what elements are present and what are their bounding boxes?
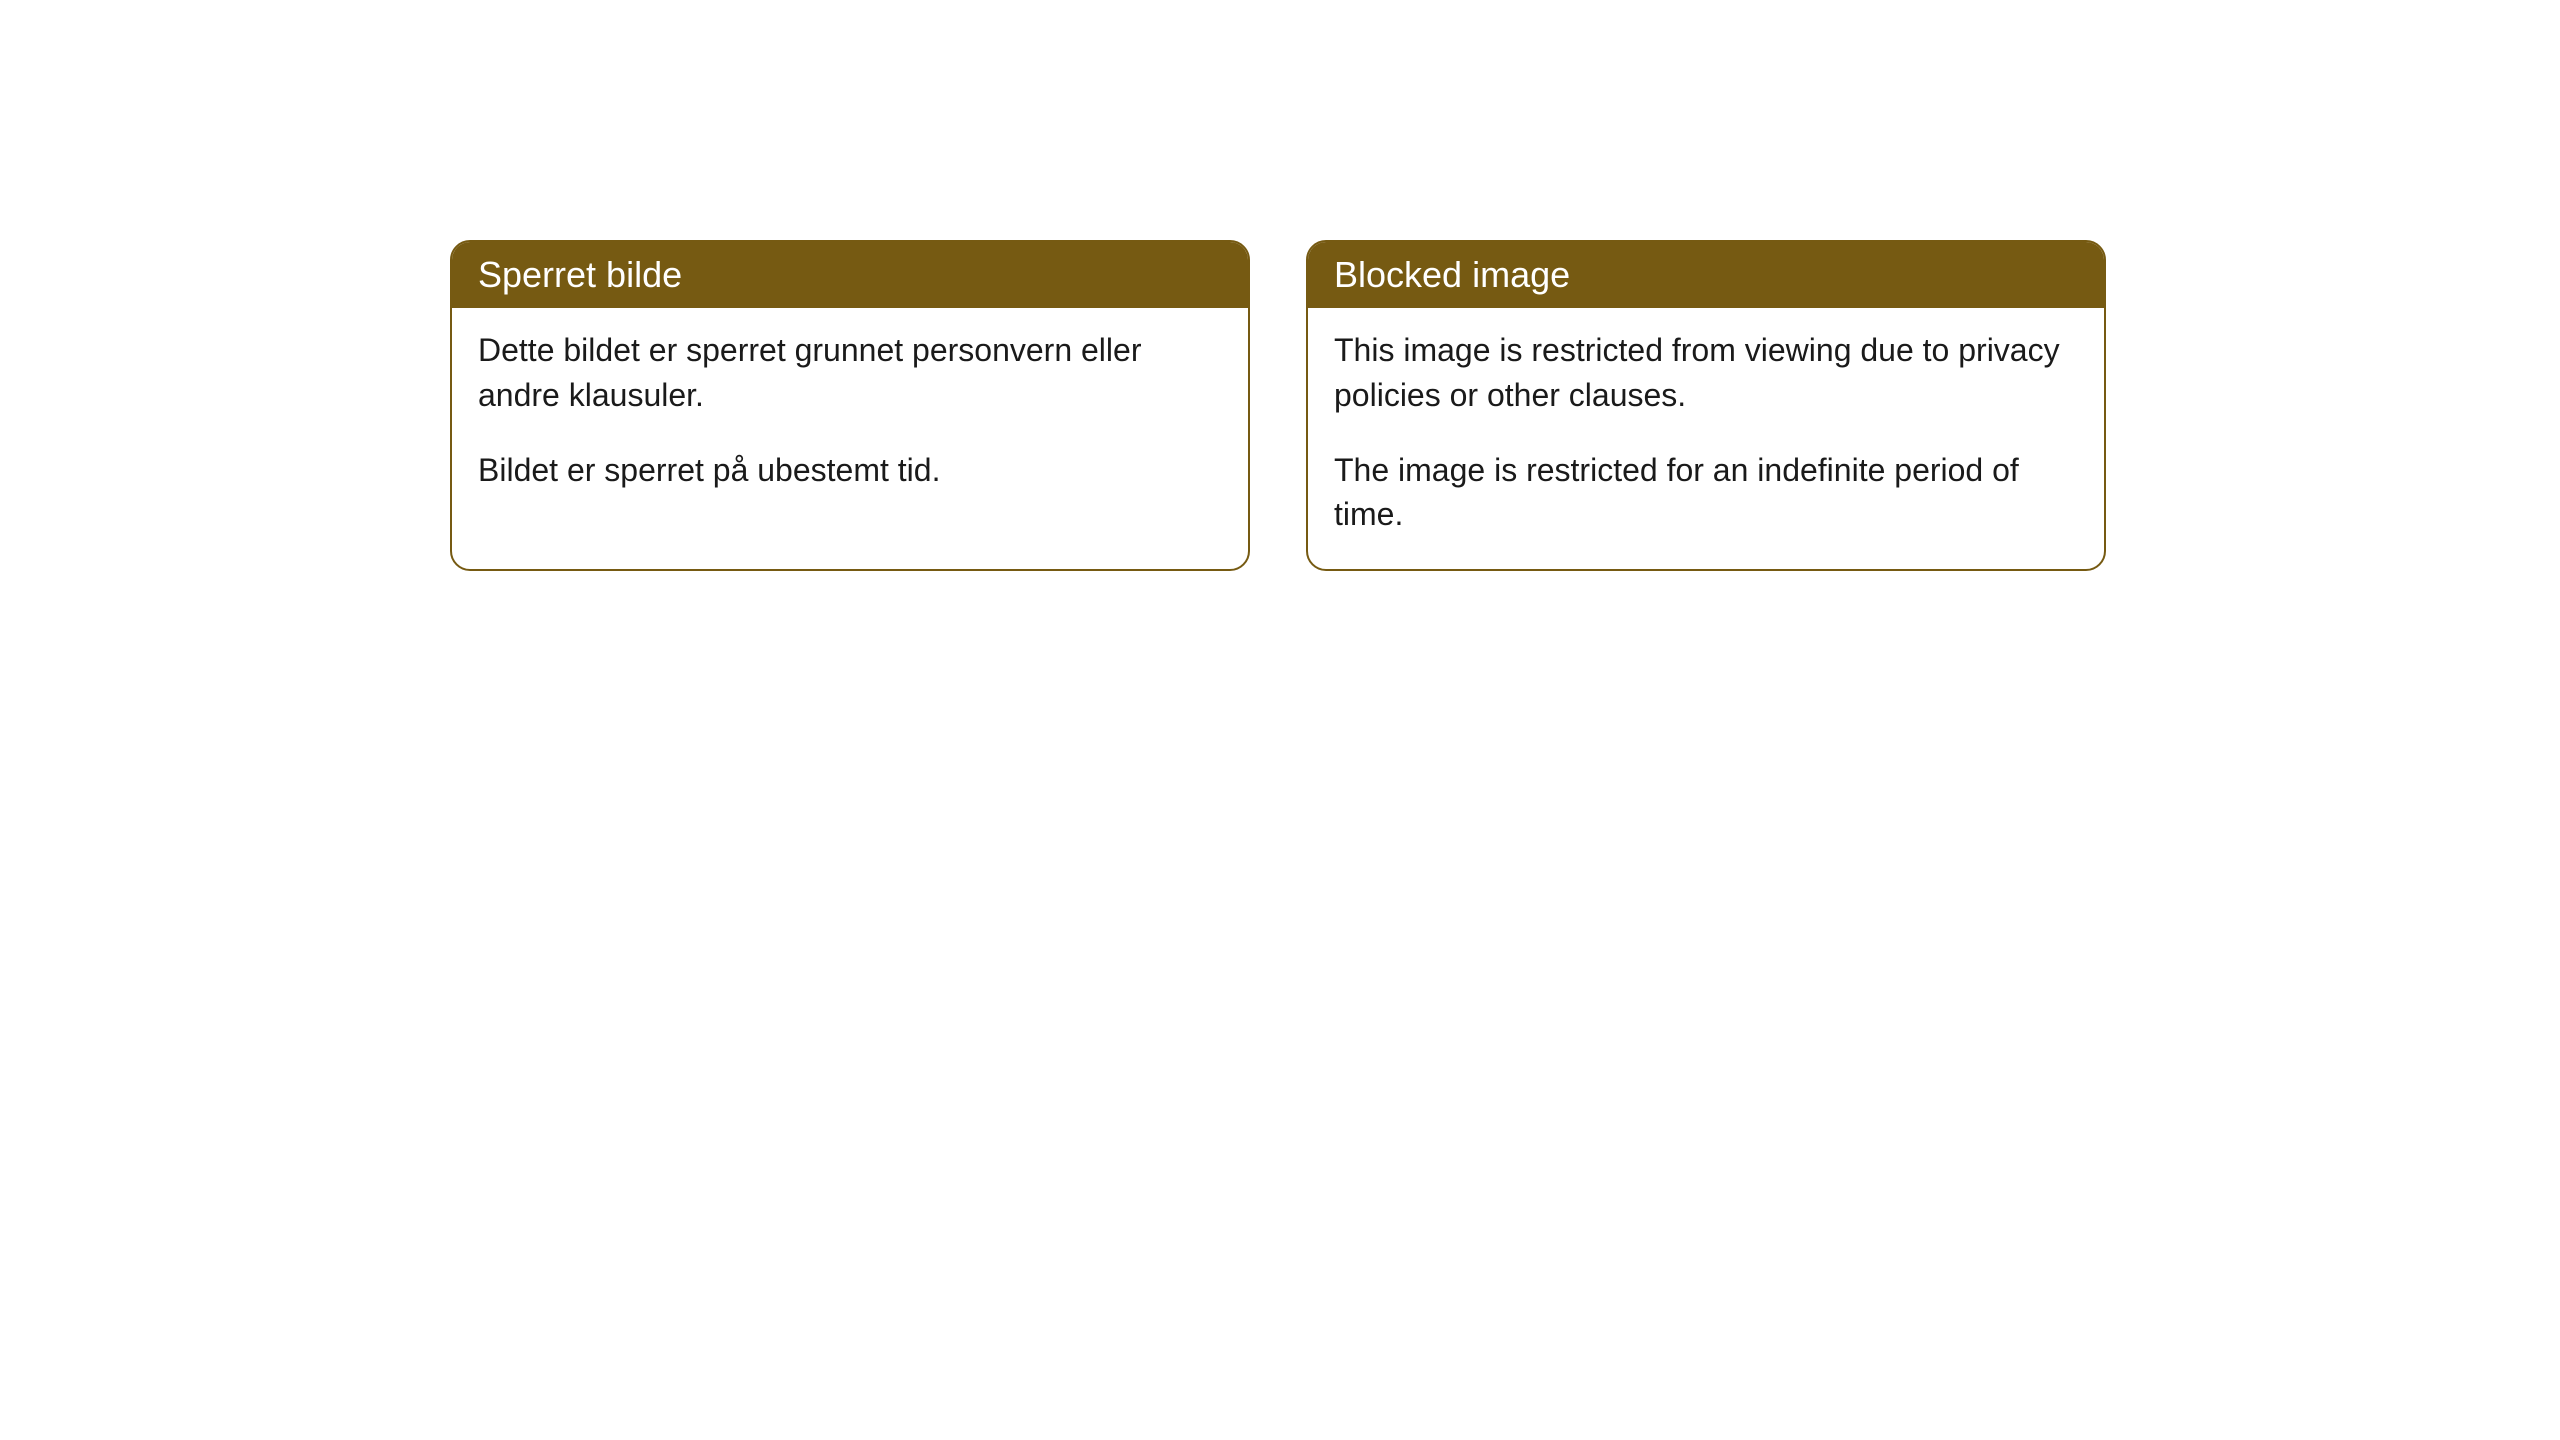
notice-header-norwegian: Sperret bilde xyxy=(452,242,1248,308)
notice-body-english: This image is restricted from viewing du… xyxy=(1308,308,2104,569)
notice-body-norwegian: Dette bildet er sperret grunnet personve… xyxy=(452,308,1248,524)
notice-container: Sperret bilde Dette bildet er sperret gr… xyxy=(450,240,2106,571)
notice-paragraph: Dette bildet er sperret grunnet personve… xyxy=(478,328,1222,418)
notice-paragraph: The image is restricted for an indefinit… xyxy=(1334,448,2078,538)
notice-header-english: Blocked image xyxy=(1308,242,2104,308)
notice-paragraph: This image is restricted from viewing du… xyxy=(1334,328,2078,418)
notice-card-norwegian: Sperret bilde Dette bildet er sperret gr… xyxy=(450,240,1250,571)
notice-paragraph: Bildet er sperret på ubestemt tid. xyxy=(478,448,1222,493)
notice-card-english: Blocked image This image is restricted f… xyxy=(1306,240,2106,571)
